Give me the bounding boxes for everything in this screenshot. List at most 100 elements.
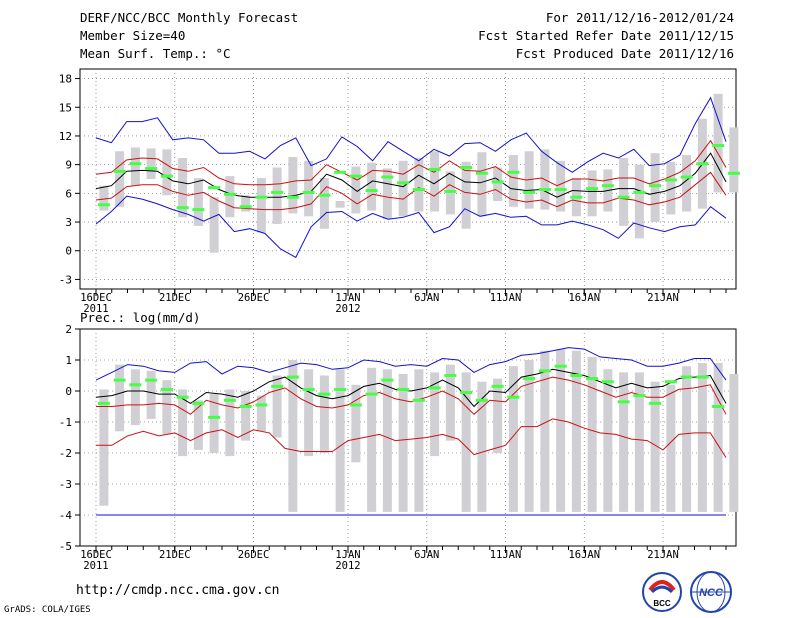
ensemble-box: [225, 389, 235, 457]
ensemble-box: [162, 380, 172, 435]
ensemble-box: [697, 363, 707, 512]
ensemble-box: [209, 197, 219, 253]
ensemble-box: [288, 157, 298, 214]
x-tick-label: 21DEC: [159, 292, 191, 304]
y-tick-label: 6: [65, 187, 72, 200]
ensemble-box: [99, 185, 109, 211]
x-tick-label: 16DEC: [80, 549, 112, 561]
y-tick-label: -3: [59, 478, 72, 491]
ensemble-box: [508, 366, 518, 512]
ensemble-box: [729, 373, 739, 512]
ensemble-box: [430, 151, 440, 212]
ensemble-box: [666, 384, 676, 512]
y-tick-label: 3: [65, 216, 72, 229]
x-tick-label: 16JAN: [568, 292, 600, 304]
ensemble-box: [713, 363, 723, 512]
series-line-band_upper: [95, 139, 727, 187]
ensemble-box: [304, 369, 314, 457]
ensemble-box: [193, 400, 203, 450]
ensemble-box: [115, 364, 125, 432]
x-tick-label: 16DEC: [80, 292, 112, 304]
ensemble-box: [382, 168, 392, 220]
ensemble-box: [335, 369, 345, 512]
x-year-label: 2011: [83, 560, 108, 572]
ensemble-box: [209, 394, 219, 453]
fcst-produced-date: Fcst Produced Date 2011/12/16: [515, 46, 734, 61]
series-line-ens_mean: [95, 368, 727, 408]
panel-title-1: Prec.: log(mm/d): [80, 310, 200, 325]
ensemble-box: [477, 381, 487, 512]
variable-label: Mean Surf. Temp.: °C: [80, 46, 231, 61]
ensemble-box: [319, 178, 329, 229]
ensemble-box: [619, 372, 629, 512]
ensemble-box: [477, 152, 487, 217]
x-tick-label: 26DEC: [238, 292, 270, 304]
ensemble-box: [351, 384, 361, 463]
ensemble-box: [540, 350, 550, 512]
x-tick-label: 26DEC: [238, 549, 270, 561]
ensemble-box: [414, 157, 424, 212]
ensemble-box: [682, 155, 692, 212]
ensemble-box: [178, 389, 188, 457]
y-tick-label: 15: [59, 101, 72, 114]
ensemble-box: [241, 391, 251, 441]
member-size: Member Size=40: [80, 28, 186, 43]
x-tick-label: 1JAN: [335, 292, 360, 304]
y-tick-label: -5: [59, 540, 72, 553]
x-tick-label: 21JAN: [647, 292, 679, 304]
ensemble-box: [398, 160, 408, 217]
ensemble-box: [256, 395, 266, 432]
bcc-logo-text: BCC: [653, 599, 671, 608]
y-tick-label: 9: [65, 159, 72, 172]
ensemble-box: [729, 127, 739, 193]
x-tick-label: 1JAN: [335, 549, 360, 561]
x-tick-label: 16JAN: [568, 549, 600, 561]
y-tick-label: 1: [65, 354, 72, 367]
ensemble-box: [571, 350, 581, 512]
y-tick-label: 0: [65, 385, 72, 398]
ensemble-box: [130, 147, 140, 186]
y-tick-label: -3: [59, 273, 72, 286]
ensemble-box: [162, 149, 172, 196]
ensemble-box: [115, 151, 125, 207]
ensemble-box: [130, 369, 140, 426]
ensemble-box: [650, 381, 660, 512]
forecast-period: For 2011/12/16-2012/01/24: [545, 10, 734, 25]
y-tick-label: 18: [59, 73, 72, 86]
ensemble-box: [398, 373, 408, 512]
series-line-ens_min: [95, 195, 727, 259]
ensemble-box: [682, 366, 692, 512]
ensemble-box: [445, 364, 455, 441]
ensemble-box: [146, 370, 156, 419]
y-tick-label: -2: [59, 447, 72, 460]
ensemble-box: [634, 372, 644, 512]
ensemble-box: [193, 178, 203, 226]
x-tick-label: 6JAN: [414, 549, 439, 561]
ensemble-box: [304, 160, 314, 217]
ensemble-box: [99, 389, 109, 506]
ensemble-box: [524, 360, 534, 512]
fcst-started-date: Fcst Started Refer Date 2011/12/15: [478, 28, 734, 43]
ensemble-box: [430, 372, 440, 457]
ensemble-box: [461, 161, 471, 229]
ensemble-box: [666, 161, 676, 215]
x-tick-label: 21JAN: [647, 549, 679, 561]
ensemble-box: [272, 375, 282, 438]
ensemble-box: [508, 155, 518, 207]
y-tick-label: -4: [59, 509, 73, 522]
ensemble-box: [319, 375, 329, 453]
ensemble-box: [146, 148, 156, 179]
y-tick-label: 0: [65, 245, 72, 258]
bcc-logo: BCC: [642, 572, 682, 612]
ensemble-box: [256, 178, 266, 233]
ensemble-box: [556, 349, 566, 512]
y-tick-label: 2: [65, 323, 72, 336]
source-url[interactable]: http://cmdp.ncc.cma.gov.cn: [76, 583, 280, 598]
ensemble-box: [178, 157, 188, 218]
ensemble-box: [288, 360, 298, 512]
ensemble-box: [414, 369, 424, 512]
x-year-label: 2011: [83, 303, 108, 315]
series-line-ens_mean: [95, 152, 727, 198]
ensemble-box: [335, 201, 345, 208]
